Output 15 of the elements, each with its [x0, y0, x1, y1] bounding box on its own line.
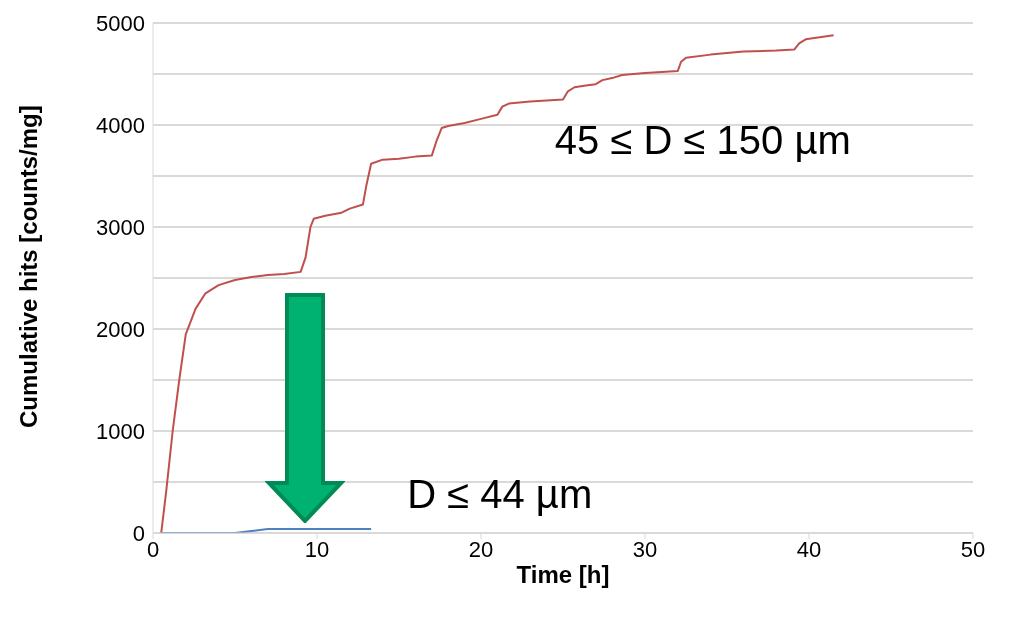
- x-tick-label: 10: [304, 536, 330, 562]
- y-tick-label: 5000: [96, 10, 145, 36]
- series-label: 45 ≤ D ≤ 150 µm: [554, 118, 851, 164]
- y-tick-label: 0: [132, 520, 145, 546]
- y-tick-label: 2000: [96, 316, 145, 342]
- x-axis-title: Time [h]: [516, 561, 610, 588]
- x-tick-label: 50: [960, 536, 986, 562]
- y-tick-label: 1000: [96, 418, 145, 444]
- x-tick-label: 30: [632, 536, 658, 562]
- x-tick-label: 20: [468, 536, 494, 562]
- y-axis-title: Cumulative hits [counts/mg]: [14, 105, 42, 428]
- x-tick-label: 40: [796, 536, 822, 562]
- series-label: D ≤ 44 µm: [407, 472, 593, 518]
- y-tick-label: 3000: [96, 214, 145, 240]
- y-tick-label: 4000: [96, 112, 145, 138]
